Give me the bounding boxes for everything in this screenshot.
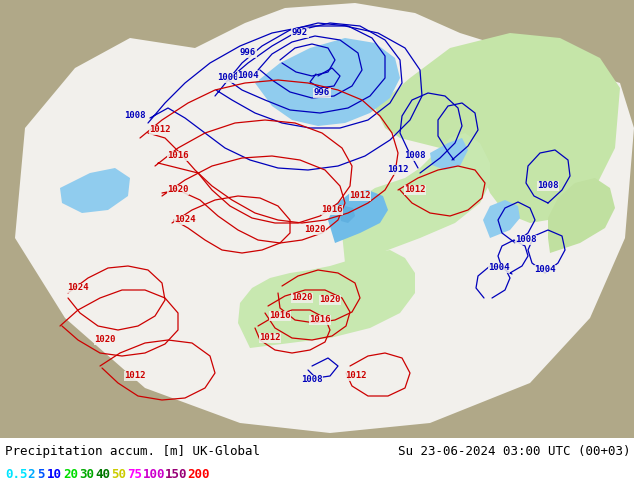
Text: 1000: 1000 <box>217 74 239 82</box>
Text: 1012: 1012 <box>387 166 409 174</box>
Text: 1004: 1004 <box>534 266 556 274</box>
Text: 1008: 1008 <box>537 181 559 191</box>
Text: 10: 10 <box>47 467 62 481</box>
Text: 1020: 1020 <box>291 294 313 302</box>
Text: 1016: 1016 <box>167 151 189 161</box>
Polygon shape <box>60 168 130 213</box>
Text: 1012: 1012 <box>349 192 371 200</box>
Bar <box>0 0 634 438</box>
Text: Su 23-06-2024 03:00 UTC (00+03): Su 23-06-2024 03:00 UTC (00+03) <box>398 445 630 459</box>
Text: 0.5: 0.5 <box>5 467 27 481</box>
Text: 1008: 1008 <box>124 112 146 121</box>
Text: 1020: 1020 <box>167 186 189 195</box>
Text: 1016: 1016 <box>309 316 331 324</box>
Text: 1008: 1008 <box>515 236 537 245</box>
Text: 1016: 1016 <box>269 312 291 320</box>
Text: 1012: 1012 <box>259 334 281 343</box>
Text: 1020: 1020 <box>304 225 326 235</box>
Text: 1012: 1012 <box>149 125 171 134</box>
Text: 75: 75 <box>127 467 142 481</box>
Polygon shape <box>328 190 388 243</box>
Text: 30: 30 <box>79 467 94 481</box>
Text: 1024: 1024 <box>174 216 196 224</box>
Text: 1012: 1012 <box>346 371 366 381</box>
Text: 1012: 1012 <box>124 371 146 381</box>
Text: 1012: 1012 <box>404 186 426 195</box>
Polygon shape <box>483 200 520 238</box>
Text: 1004: 1004 <box>488 264 510 272</box>
Text: 992: 992 <box>292 28 308 38</box>
Polygon shape <box>375 33 620 223</box>
Text: 20: 20 <box>63 467 78 481</box>
Polygon shape <box>238 250 415 348</box>
Text: 996: 996 <box>314 89 330 98</box>
Polygon shape <box>342 133 490 263</box>
Polygon shape <box>340 206 355 223</box>
Text: 5: 5 <box>37 467 44 481</box>
Text: 996: 996 <box>240 49 256 57</box>
Polygon shape <box>430 138 468 170</box>
Text: 40: 40 <box>95 467 110 481</box>
Text: 1024: 1024 <box>67 284 89 293</box>
Text: 1020: 1020 <box>94 336 116 344</box>
Text: 1004: 1004 <box>237 72 259 80</box>
Text: 50: 50 <box>111 467 126 481</box>
Text: 1008: 1008 <box>301 375 323 385</box>
Text: 100: 100 <box>143 467 165 481</box>
Text: 1016: 1016 <box>321 205 343 215</box>
Text: Precipitation accum. [m] UK-Global: Precipitation accum. [m] UK-Global <box>5 445 260 459</box>
Polygon shape <box>255 38 400 126</box>
Text: 2: 2 <box>27 467 34 481</box>
Bar <box>0 438 634 490</box>
Text: 150: 150 <box>165 467 188 481</box>
Text: 1008: 1008 <box>404 151 426 161</box>
Text: 1020: 1020 <box>320 295 340 304</box>
Polygon shape <box>15 3 634 433</box>
Text: 200: 200 <box>187 467 209 481</box>
Polygon shape <box>548 178 615 253</box>
